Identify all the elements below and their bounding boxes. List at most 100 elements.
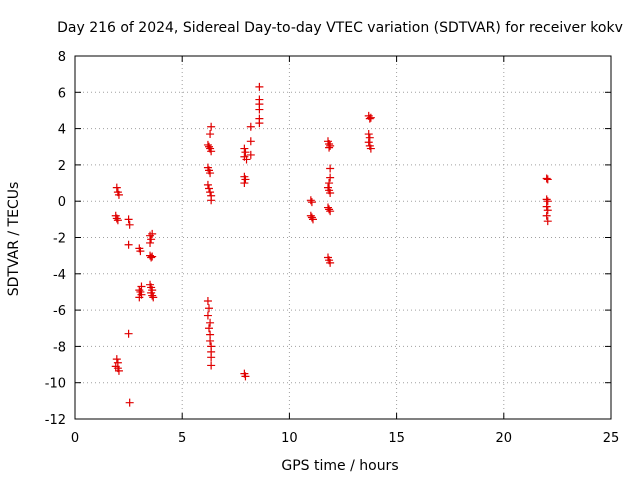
data-point (326, 141, 335, 150)
data-point (246, 150, 255, 159)
y-tick-label: 0 (58, 195, 66, 210)
data-point (207, 122, 216, 131)
data-point (543, 197, 552, 206)
data-point (241, 372, 250, 381)
y-tick-label: 4 (58, 123, 66, 138)
data-point (542, 211, 551, 220)
data-point (323, 203, 332, 212)
data-point (112, 355, 121, 364)
data-point (206, 130, 215, 139)
data-point (364, 130, 373, 139)
data-point (207, 361, 216, 370)
data-point (307, 198, 316, 207)
y-tick-label: -10 (45, 377, 66, 392)
data-point (542, 174, 551, 183)
y-tick-label: 6 (58, 86, 66, 101)
y-tick-label: -8 (53, 340, 66, 355)
y-tick-label: 8 (58, 50, 66, 65)
y-tick-label: -2 (53, 232, 66, 247)
data-point (207, 196, 216, 205)
data-point (149, 293, 158, 302)
data-point (325, 205, 334, 214)
data-point (366, 113, 375, 122)
data-point (366, 144, 375, 153)
data-point (246, 137, 255, 146)
data-point (365, 133, 374, 142)
data-point (255, 105, 264, 114)
data-point (206, 318, 215, 327)
data-point (543, 206, 552, 215)
data-point (246, 122, 255, 131)
data-points (111, 82, 552, 407)
data-point (326, 189, 335, 198)
data-point (307, 213, 316, 222)
data-point (125, 398, 134, 407)
x-axis-label: GPS time / hours (281, 458, 398, 474)
data-point (326, 207, 335, 216)
data-point (112, 214, 121, 223)
data-point (203, 297, 212, 306)
data-point (146, 238, 155, 247)
data-point (206, 336, 215, 345)
data-point (136, 247, 145, 256)
data-point (147, 253, 156, 262)
data-point (205, 304, 213, 313)
data-point (255, 82, 264, 91)
x-tick-label: 0 (71, 431, 79, 446)
data-point (326, 173, 335, 182)
x-tick-label: 5 (178, 431, 186, 446)
data-point (326, 164, 335, 173)
chart-title: Day 216 of 2024, Sidereal Day-to-day VTE… (57, 20, 623, 36)
data-point (543, 175, 552, 184)
data-point (207, 353, 216, 362)
x-tick-label: 15 (388, 431, 405, 446)
data-point (326, 258, 335, 267)
data-point (543, 217, 552, 226)
data-point (135, 286, 144, 295)
data-point (125, 220, 134, 229)
y-tick-label: -6 (53, 304, 66, 319)
data-point (306, 211, 315, 220)
data-point (206, 169, 215, 178)
data-point (146, 251, 155, 260)
data-point (113, 216, 122, 225)
data-point (255, 119, 264, 128)
data-point (241, 175, 250, 184)
data-point (207, 147, 216, 156)
data-point (364, 138, 373, 147)
data-point (112, 183, 121, 192)
data-point (306, 196, 315, 205)
y-tick-label: 2 (58, 159, 66, 174)
data-point (325, 143, 334, 152)
data-point (114, 366, 123, 375)
data-point (137, 282, 146, 291)
data-point (148, 252, 157, 261)
data-point (205, 142, 213, 151)
data-point (325, 179, 334, 188)
data-point (203, 180, 212, 189)
data-point (206, 188, 215, 197)
data-point (148, 229, 157, 238)
x-tick-label: 10 (281, 431, 298, 446)
data-point (205, 184, 213, 193)
data-point (135, 293, 144, 302)
data-point (240, 144, 249, 153)
data-point (124, 215, 133, 224)
data-point (365, 114, 374, 123)
data-point (205, 324, 213, 333)
grid-lines (75, 56, 611, 419)
data-point (114, 190, 123, 199)
data-point (240, 179, 249, 188)
data-point (542, 195, 551, 204)
data-point (241, 148, 250, 157)
data-point (147, 235, 156, 244)
data-point (124, 329, 133, 338)
data-point (242, 155, 251, 164)
data-point (542, 202, 551, 211)
y-tick-label: -4 (53, 268, 66, 283)
data-point (146, 231, 155, 240)
data-point (203, 311, 212, 320)
data-point (148, 291, 157, 300)
axis-ticks: 0 5 10 15 20 25 -12 -10 -8 -6 -4 -2 0 2 4 6 8 (45, 50, 620, 446)
